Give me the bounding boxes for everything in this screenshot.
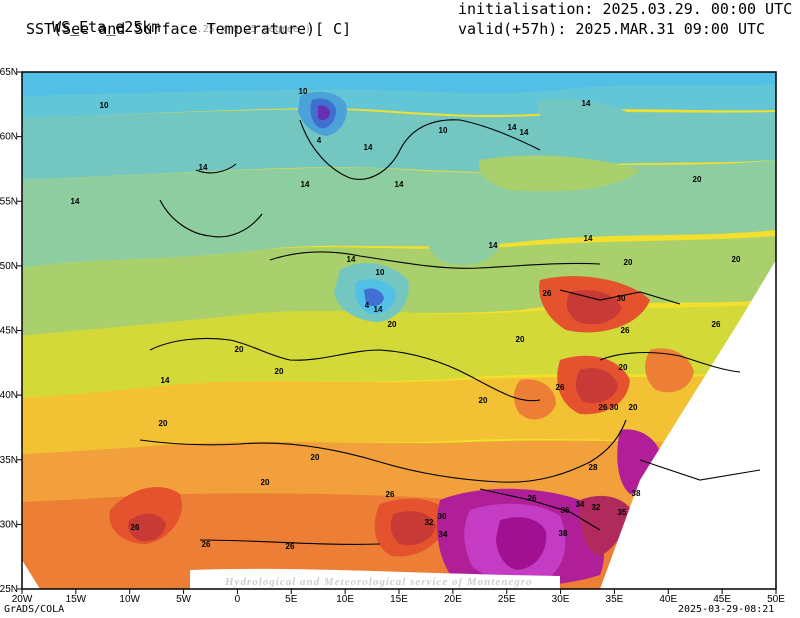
model-title: WS_Eta_e25km ( 0.25 x 0.25 degree ) bbox=[34, 0, 311, 39]
contour-label: 14 bbox=[347, 255, 356, 264]
x-tick-label: 15E bbox=[390, 594, 408, 605]
contour-label: 14 bbox=[508, 123, 517, 132]
contour-label: 14 bbox=[395, 180, 404, 189]
y-tick-label: 55N bbox=[0, 196, 18, 207]
y-tick-label: 45N bbox=[0, 326, 18, 337]
x-tick-label: 25E bbox=[498, 594, 516, 605]
contour-label: 26 bbox=[543, 289, 552, 298]
contour-label: 38 bbox=[632, 489, 641, 498]
contour-label: 20 bbox=[624, 258, 633, 267]
contour-label: 20 bbox=[732, 255, 741, 264]
contour-label: 20 bbox=[159, 419, 168, 428]
contour-label: 10 bbox=[299, 87, 308, 96]
contour-label: 32 bbox=[425, 518, 434, 527]
watermark-text: Hydrological and Meteorological service … bbox=[224, 576, 533, 588]
contour-label: 26 bbox=[599, 403, 608, 412]
contour-label: 30 bbox=[610, 403, 619, 412]
contour-label: 34 bbox=[576, 500, 585, 509]
contour-label: 14 bbox=[582, 99, 591, 108]
contour-label: 20 bbox=[479, 396, 488, 405]
contour-label: 26 bbox=[386, 490, 395, 499]
contour-label: 10 bbox=[439, 126, 448, 135]
valid-time: valid(+57h): 2025.MAR.31 09:00 UTC bbox=[458, 20, 766, 38]
x-tick-label: 10E bbox=[336, 594, 354, 605]
contour-label: 30 bbox=[438, 512, 447, 521]
temperature-field bbox=[22, 72, 776, 589]
contour-label: 4 bbox=[317, 136, 322, 145]
x-tick-label: 20E bbox=[444, 594, 462, 605]
contour-label: 14 bbox=[374, 305, 383, 314]
contour-label: 26 bbox=[528, 494, 537, 503]
contour-label: 4 bbox=[365, 301, 370, 310]
contour-label: 14 bbox=[71, 197, 80, 206]
contour-label: 35 bbox=[618, 508, 627, 517]
contour-label: 32 bbox=[592, 503, 601, 512]
init-time: initialisation: 2025.03.29. 00:00 UTC bbox=[458, 0, 793, 18]
software-credit: GrADS/COLA bbox=[4, 604, 65, 615]
contour-label: 28 bbox=[589, 463, 598, 472]
contour-label: 26 bbox=[712, 320, 721, 329]
y-tick-label: 35N bbox=[0, 455, 18, 466]
x-tick-label: 5W bbox=[176, 594, 192, 605]
y-tick-label: 25N bbox=[0, 584, 18, 595]
grid-resolution: ( 0.25 x 0.25 degree ) bbox=[178, 24, 311, 35]
contour-label: 38 bbox=[559, 529, 568, 538]
contour-label: 20 bbox=[311, 453, 320, 462]
x-tick-label: 15W bbox=[66, 594, 87, 605]
y-tick-label: 30N bbox=[0, 519, 18, 530]
contour-label: 26 bbox=[621, 326, 630, 335]
contour-label: 20 bbox=[693, 175, 702, 184]
x-tick-label: 0 bbox=[235, 594, 241, 605]
contour-label: 14 bbox=[520, 128, 529, 137]
render-timestamp: 2025-03-29-08:21 bbox=[678, 604, 775, 615]
variable-title: SST(See and Surface Temperature)[ C] bbox=[26, 20, 352, 38]
contour-label: 14 bbox=[584, 234, 593, 243]
x-tick-label: 10W bbox=[119, 594, 140, 605]
x-tick-label: 30E bbox=[552, 594, 570, 605]
x-axis: 20W 15W 10W 5W 0 5E 10E 15E 20E 25E 30E 35E 40E 45E 50… bbox=[12, 589, 785, 605]
contour-label: 20 bbox=[619, 363, 628, 372]
contour-label: 14 bbox=[489, 241, 498, 250]
x-tick-label: 45E bbox=[713, 594, 731, 605]
x-tick-label: 35E bbox=[606, 594, 624, 605]
contour-label: 26 bbox=[556, 383, 565, 392]
contour-label: 30 bbox=[617, 294, 626, 303]
y-tick-label: 50N bbox=[0, 261, 18, 272]
x-tick-label: 20W bbox=[12, 594, 33, 605]
y-tick-label: 65N bbox=[0, 67, 18, 78]
contour-label: 20 bbox=[629, 403, 638, 412]
x-tick-label: 5E bbox=[285, 594, 298, 605]
contour-label: 14 bbox=[301, 180, 310, 189]
contour-label: 10 bbox=[376, 268, 385, 277]
contour-label: 34 bbox=[439, 530, 448, 539]
contour-label: 20 bbox=[275, 367, 284, 376]
contour-label: 26 bbox=[202, 540, 211, 549]
contour-label: 14 bbox=[199, 163, 208, 172]
contour-label: 14 bbox=[161, 376, 170, 385]
contour-label: 20 bbox=[516, 335, 525, 344]
model-name: WS_Eta_e25km bbox=[52, 18, 161, 36]
y-axis: 65N 60N 55N 50N 45N 40N 35N 30N 25N bbox=[0, 67, 22, 595]
coastlines bbox=[139, 119, 761, 545]
x-tick-label: 50E bbox=[767, 594, 785, 605]
contour-label: 20 bbox=[235, 345, 244, 354]
contour-label: 14 bbox=[364, 143, 373, 152]
contour-label: 20 bbox=[388, 320, 397, 329]
contour-label: 36 bbox=[561, 506, 570, 515]
y-tick-label: 60N bbox=[0, 132, 18, 143]
y-tick-label: 40N bbox=[0, 390, 18, 401]
contour-label: 26 bbox=[286, 542, 295, 551]
x-tick-label: 40E bbox=[659, 594, 677, 605]
contour-label: 26 bbox=[131, 523, 140, 532]
contour-label: 20 bbox=[261, 478, 270, 487]
contour-label: 10 bbox=[100, 101, 109, 110]
